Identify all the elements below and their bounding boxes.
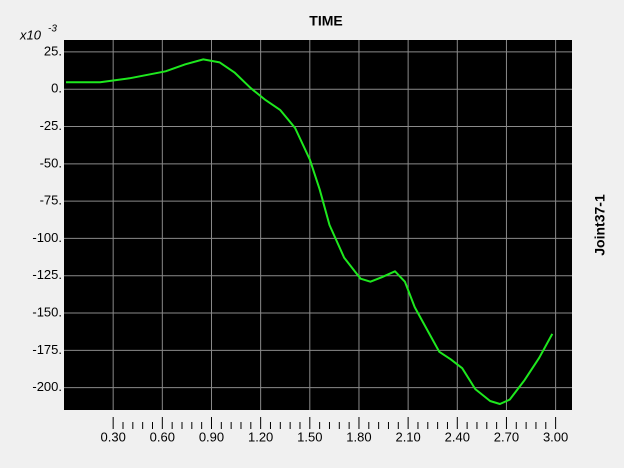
- y-tick-label: 0.: [51, 81, 62, 96]
- chart-title: TIME: [309, 13, 342, 29]
- x-tick-label: 0.30: [101, 429, 126, 444]
- y-multiplier: x10: [19, 27, 42, 42]
- y-tick-label: -175.: [32, 342, 62, 357]
- marks: [66, 58, 554, 405]
- x-tick-label: 1.20: [248, 429, 273, 444]
- plot-area: [64, 40, 572, 410]
- y-tick-label: -100.: [32, 230, 62, 245]
- y-exponent: -3: [48, 24, 57, 35]
- x-tick-label: 2.40: [445, 429, 470, 444]
- y-tick-label: -25.: [40, 118, 62, 133]
- y-tick-label: -125.: [32, 267, 62, 282]
- data-line: [66, 58, 554, 405]
- x-tick-label: 0.60: [150, 429, 175, 444]
- x-tick-label: 1.80: [346, 429, 371, 444]
- y-tick-label: -75.: [40, 193, 62, 208]
- x-tick-label: 0.90: [199, 429, 224, 444]
- grid: [64, 40, 572, 410]
- y-tick-label: -50.: [40, 155, 62, 170]
- y-tick-label: -200.: [32, 379, 62, 394]
- y-tick-label: 25.: [44, 43, 62, 58]
- y-tick-label: -150.: [32, 304, 62, 319]
- y-axis-label: Joint37-1: [592, 194, 608, 256]
- x-tick-label: 2.10: [395, 429, 420, 444]
- x-tick-label: 2.70: [494, 429, 519, 444]
- x-tick-label: 1.50: [297, 429, 322, 444]
- x-tick-label: 3.00: [543, 429, 568, 444]
